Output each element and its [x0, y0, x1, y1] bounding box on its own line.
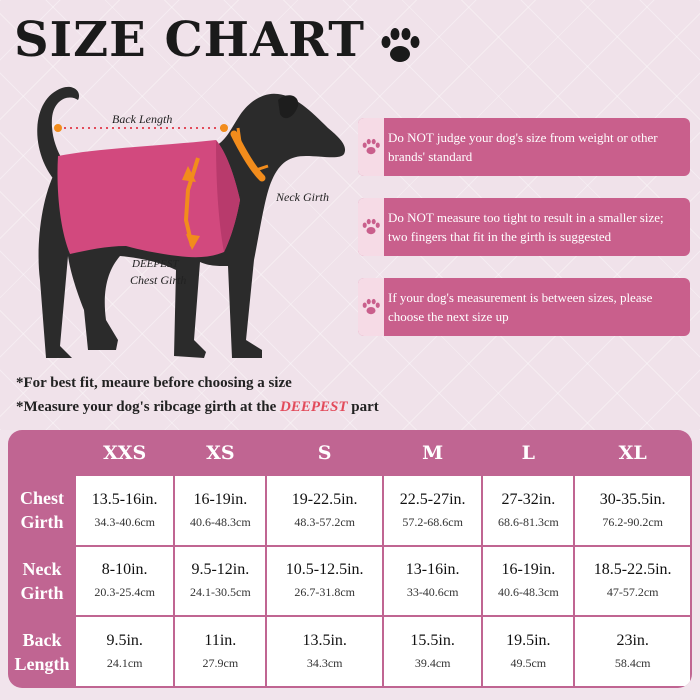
table-cell: 13-16in. 33-40.6cm: [383, 546, 482, 616]
table-row-chest-girth: Chest Girth 13.5-16in. 34.3-40.6cm 16-19in…: [10, 476, 690, 545]
row-header: Neck Girth: [20, 558, 64, 603]
hint-ribcage-prefix: *Measure your dog's ribcage girth at the: [16, 399, 281, 415]
paw-icon: [362, 138, 380, 155]
corner-cell: [10, 432, 74, 474]
size-s: S: [317, 442, 332, 464]
table-cell: 18.5-22.5in. 47-57.2cm: [575, 546, 690, 616]
table-cell: 9.5in. 24.1cm: [76, 617, 174, 686]
note-between-sizes: If your dog's measurement is between siz…: [358, 278, 690, 336]
note-text: Do NOT measure too tight to result in a …: [388, 210, 664, 244]
size-m: M: [422, 442, 444, 464]
table-cell: 22.5-27in. 57.2-68.6cm: [383, 476, 482, 545]
table-cell: 9.5-12in. 24.1-30.5cm: [175, 546, 266, 616]
chest-girth-label-line2: Chest Girth: [130, 273, 187, 287]
note-text: If your dog's measurement is between siz…: [388, 290, 653, 324]
paw-icon: [362, 218, 380, 235]
hint-best-fit: *For best fit, meaure before choosing a …: [16, 375, 292, 391]
note-weight: Do NOT judge your dog's size from weight…: [358, 118, 690, 176]
table-cell: 16-19in. 40.6-48.3cm: [175, 476, 266, 545]
neck-girth-label: Neck Girth: [276, 190, 329, 204]
table-cell: 13.5-16in. 34.3-40.6cm: [76, 476, 174, 545]
size-table: XXS XS S M L XL Chest Girth 13.5-16in. 34.…: [8, 430, 692, 688]
hint-ribcage: *Measure your dog's ribcage girth at the…: [16, 399, 379, 416]
table-cell: 8-10in. 20.3-25.4cm: [76, 546, 174, 616]
row-header: Back Length: [14, 629, 70, 674]
table-cell: 13.5in. 34.3cm: [267, 617, 382, 686]
table-cell: 19-22.5in. 48.3-57.2cm: [267, 476, 382, 545]
back-length-label: Back Length: [112, 112, 173, 126]
table-row-neck-girth: Neck Girth 8-10in. 20.3-25.4cm 9.5-12in. 24…: [10, 546, 690, 616]
chest-girth-label-line1: DEEPEST: [132, 258, 179, 270]
table-cell: 30-35.5in. 76.2-90.2cm: [575, 476, 690, 545]
table-cell: 11in. 27.9cm: [175, 617, 266, 686]
table-cell: 23in. 58.4cm: [575, 617, 690, 686]
size-l: L: [521, 442, 535, 464]
table-cell: 10.5-12.5in. 26.7-31.8cm: [267, 546, 382, 616]
note-text: Do NOT judge your dog's size from weight…: [388, 130, 658, 164]
dog-illustration: [37, 86, 346, 358]
hint-ribcage-emphasis: DEEPEST: [280, 399, 348, 415]
table-cell: 16-19in. 40.6-48.3cm: [483, 546, 574, 616]
paw-icon: [362, 298, 380, 315]
paw-icon: [381, 28, 420, 62]
size-xxs: XXS: [103, 442, 147, 464]
size-xs: XS: [206, 442, 235, 464]
table-row-back-length: Back Length 9.5in. 24.1cm 11in. 27.9cm 13.5…: [10, 617, 690, 686]
table-cell: 27-32in. 68.6-81.3cm: [483, 476, 574, 545]
size-xl: XL: [618, 442, 647, 464]
table-cell: 19.5in. 49.5cm: [483, 617, 574, 686]
note-tightness: Do NOT measure too tight to result in a …: [358, 198, 690, 256]
table-cell: 15.5in. 39.4cm: [383, 617, 482, 686]
page-title: SIZE CHART: [14, 12, 366, 68]
row-header: Chest Girth: [20, 488, 64, 533]
hint-ribcage-suffix: part: [347, 399, 379, 415]
size-header-row: XXS XS S M L XL: [10, 432, 690, 474]
